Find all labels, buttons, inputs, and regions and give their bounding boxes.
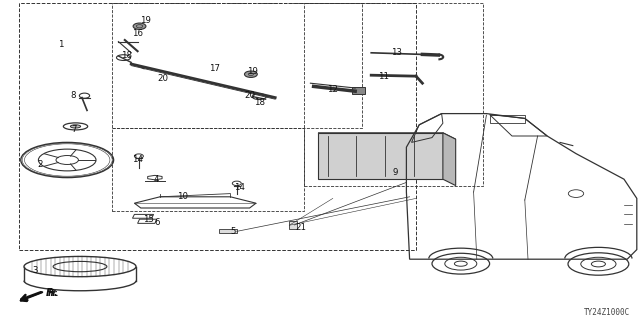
Bar: [289, 221, 297, 229]
Text: 19: 19: [248, 68, 258, 76]
Circle shape: [244, 71, 257, 77]
Polygon shape: [318, 133, 456, 139]
Text: 5: 5: [231, 228, 236, 236]
Bar: [490, 115, 525, 123]
Circle shape: [133, 23, 146, 29]
Text: 15: 15: [143, 215, 154, 224]
Text: 9: 9: [392, 168, 397, 177]
Text: 4: 4: [154, 175, 159, 184]
Text: 16: 16: [132, 29, 143, 38]
Text: 7: 7: [71, 125, 76, 134]
Text: Fr.: Fr.: [46, 288, 59, 299]
Text: 8: 8: [71, 92, 76, 100]
Text: 19: 19: [141, 16, 151, 25]
Text: 1: 1: [58, 40, 63, 49]
Text: 13: 13: [391, 48, 403, 57]
Text: 11: 11: [378, 72, 390, 81]
Ellipse shape: [70, 125, 81, 128]
Text: 17: 17: [209, 64, 220, 73]
Text: 14: 14: [234, 183, 246, 192]
Text: 12: 12: [327, 85, 339, 94]
Polygon shape: [443, 133, 456, 186]
Bar: [219, 229, 237, 233]
Text: 2: 2: [37, 160, 42, 169]
Bar: [352, 87, 365, 94]
Text: TY24Z1000C: TY24Z1000C: [584, 308, 630, 317]
Text: 21: 21: [295, 223, 307, 232]
Bar: [112, 3, 362, 128]
Text: 6: 6: [154, 218, 159, 227]
Text: 20: 20: [157, 74, 169, 83]
Text: 3: 3: [33, 266, 38, 275]
Text: 20: 20: [244, 92, 255, 100]
Bar: [112, 128, 304, 211]
Text: 18: 18: [253, 98, 265, 107]
Text: 14: 14: [132, 156, 143, 164]
Text: 18: 18: [120, 52, 132, 60]
Bar: [304, 3, 483, 186]
Bar: [19, 3, 416, 250]
Text: Fr.: Fr.: [48, 289, 60, 298]
Text: 10: 10: [177, 192, 188, 201]
Polygon shape: [318, 133, 443, 179]
